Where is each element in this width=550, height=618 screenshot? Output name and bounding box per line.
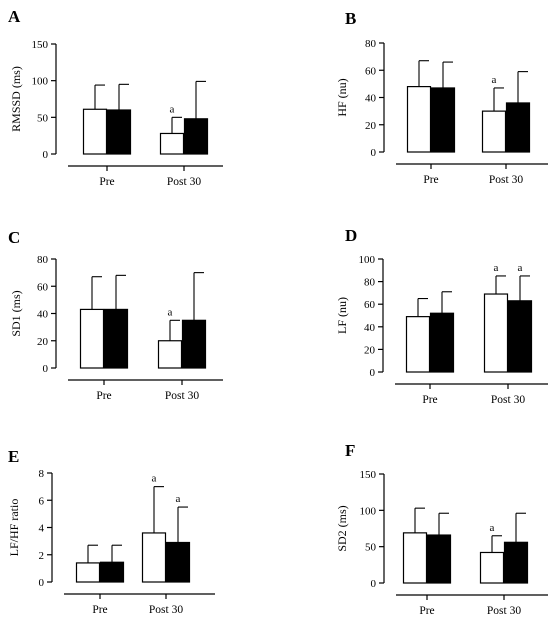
panel-b-y-tick-label: 0 <box>371 147 377 159</box>
panel-c-bar <box>103 308 129 369</box>
panel-d-x-tick-label: Pre <box>422 394 437 406</box>
panel-d-bar <box>507 300 533 373</box>
panel-c-bar <box>181 319 207 369</box>
panel-d-y-tick-label: 80 <box>364 277 376 289</box>
panel-f-y-axis-title: SD2 (ms) <box>335 505 349 551</box>
panel-d-letter: D <box>345 226 357 245</box>
panel-b-annotation: a <box>492 74 497 86</box>
panel-f-annotation: a <box>490 522 495 534</box>
panel-d-x-tick-label: Post 30 <box>491 394 525 406</box>
panel-d-annotation: a <box>494 262 499 274</box>
panel-b-bar <box>505 102 531 153</box>
panel-d-bar <box>405 316 431 373</box>
panel-a-bar <box>183 118 209 155</box>
panel-d-y-tick-label: 0 <box>370 367 376 379</box>
panel-a-y-tick-label: 150 <box>32 39 49 51</box>
panel-d-bar <box>483 293 509 373</box>
chart-panel-a: A 0 50 100 150 RMSSD (ms) Pre Post 30 a <box>8 7 223 188</box>
panel-e-y-tick-label: 2 <box>39 550 45 562</box>
panel-b-bar <box>481 110 507 153</box>
panel-b-x-tick-label: Post 30 <box>489 174 523 186</box>
panel-a-y-tick-label: 100 <box>32 76 49 88</box>
panel-a-letter: A <box>8 7 21 26</box>
panel-a-y-axis-title: RMSSD (ms) <box>9 66 23 132</box>
panel-e-annotation: a <box>176 493 181 505</box>
panel-a-y-tick-label: 0 <box>43 149 49 161</box>
panel-b-y-tick-label: 40 <box>365 93 377 105</box>
panel-c-y-tick-label: 80 <box>37 254 49 266</box>
panel-c-y-axis-title: SD1 (ms) <box>9 290 23 336</box>
chart-panel-f: F 0 50 100 150 SD2 (ms) Pre Post 30 a <box>335 441 548 617</box>
panel-a-x-tick-label: Post 30 <box>167 176 201 188</box>
panel-d-bar <box>429 312 455 373</box>
panel-c-y-tick-label: 60 <box>37 281 49 293</box>
panel-d-y-tick-label: 100 <box>359 254 376 266</box>
panel-b-y-tick-label: 20 <box>365 120 377 132</box>
panel-c-annotation: a <box>168 306 173 318</box>
panel-a-bar <box>159 132 185 155</box>
panel-b-y-tick-label: 60 <box>365 65 377 77</box>
panel-f-letter: F <box>345 441 355 460</box>
chart-panel-b: B 0 20 40 60 80 HF (nu) Pre Post 30 a <box>335 9 548 186</box>
panel-e-y-axis-title: LF/HF ratio <box>7 499 21 557</box>
panel-b-y-axis-title: HF (nu) <box>335 78 349 116</box>
panel-f-bar <box>426 534 452 584</box>
panel-f-bar <box>503 541 529 584</box>
panel-d-y-tick-label: 40 <box>364 322 376 334</box>
panel-b-y-tick-label: 80 <box>365 38 377 50</box>
panel-c-y-tick-label: 20 <box>37 336 49 348</box>
panel-e-letter: E <box>8 447 19 466</box>
panel-a-x-tick-label: Pre <box>99 176 114 188</box>
panel-e-bar <box>165 541 191 583</box>
panel-e-y-tick-label: 4 <box>39 523 45 535</box>
panel-e-y-tick-label: 6 <box>39 495 45 507</box>
panel-f-x-tick-label: Pre <box>419 605 434 617</box>
panel-d-annotation: a <box>518 262 523 274</box>
panel-d-y-tick-label: 20 <box>364 344 376 356</box>
panel-a-bar <box>82 108 108 155</box>
panel-c-bar <box>157 340 183 369</box>
panel-b-x-tick-label: Pre <box>423 174 438 186</box>
panel-d-y-axis-title: LF (nu) <box>335 297 349 334</box>
panel-f-y-tick-label: 0 <box>371 578 377 590</box>
panel-f-y-tick-label: 150 <box>360 469 377 481</box>
panel-c-x-tick-label: Post 30 <box>165 390 199 402</box>
panel-c-y-tick-label: 0 <box>43 363 49 375</box>
panel-c-y-tick-label: 40 <box>37 309 49 321</box>
panel-f-y-tick-label: 50 <box>365 542 377 554</box>
panel-b-bar <box>406 85 432 153</box>
panel-a-y-tick-label: 50 <box>37 112 49 124</box>
panel-a-bar <box>106 109 132 155</box>
panel-e-bar <box>75 562 101 583</box>
panel-c-bar <box>79 308 105 369</box>
chart-panel-d: D 0 20 40 60 80 100 LF (nu) Pre Post 30 a a <box>335 226 548 406</box>
panel-e-y-tick-label: 8 <box>39 468 45 480</box>
panel-f-bar <box>479 551 505 584</box>
panel-e-x-tick-label: Post 30 <box>149 604 183 616</box>
panel-e-annotation: a <box>152 473 157 485</box>
chart-panel-e: E 0 2 4 6 8 LF/HF ratio Pre Post 30 a a <box>7 447 215 616</box>
panel-c-x-tick-label: Pre <box>96 390 111 402</box>
panel-a-annotation: a <box>170 103 175 115</box>
panel-f-y-tick-label: 100 <box>360 505 377 517</box>
panel-f-bar <box>402 532 428 584</box>
panel-b-bar <box>430 87 456 153</box>
chart-panel-c: C 0 20 40 60 80 SD1 (ms) Pre Post 30 a <box>8 228 223 402</box>
panel-e-bar <box>141 532 167 583</box>
panel-e-bar <box>99 561 125 583</box>
panel-d-y-tick-label: 60 <box>364 299 376 311</box>
panel-f-x-tick-label: Post 30 <box>487 605 521 617</box>
panel-e-y-tick-label: 0 <box>39 577 45 589</box>
panel-b-letter: B <box>345 9 356 28</box>
panel-e-x-tick-label: Pre <box>92 604 107 616</box>
panel-c-letter: C <box>8 228 20 247</box>
